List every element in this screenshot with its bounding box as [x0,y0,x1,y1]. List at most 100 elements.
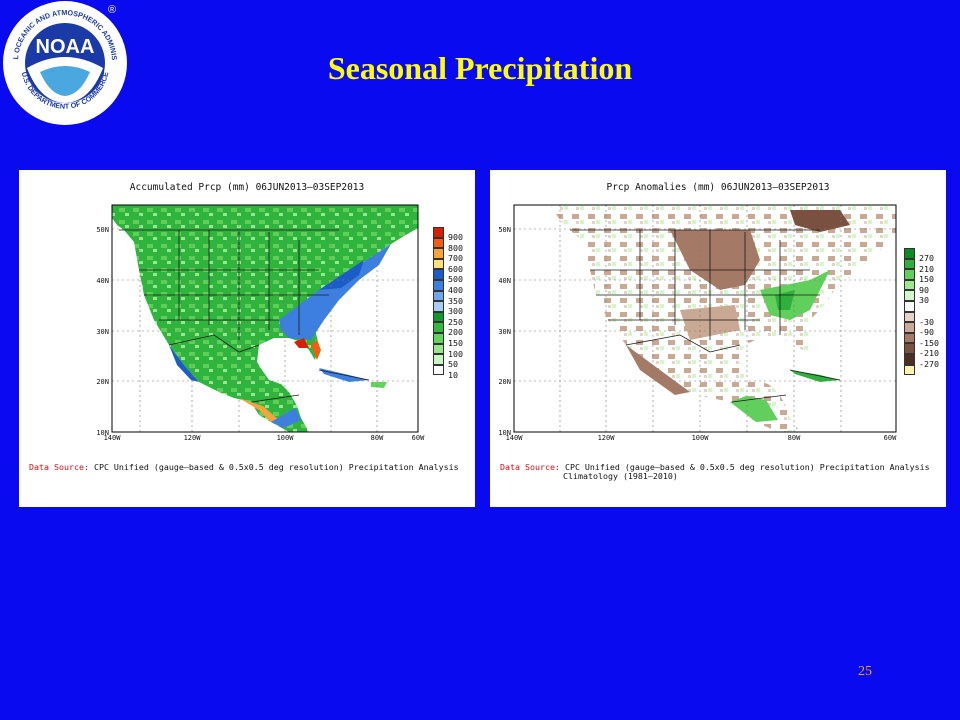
lon-label-120w: 120W [598,434,616,442]
legend-swatch [904,332,915,344]
accumulated-precip-map: 50N 40N 30N 20N 10N 140W 120W 100W 80W 6… [96,204,425,442]
precip-anomaly-map: 50N 40N 30N 20N 10N 140W 120W 100W 80W 6… [498,204,897,442]
precip-anomaly-map-panel: Prcp Anomalies (mm) 06JUN2013–03SEP2013 [490,170,946,507]
lat-label-10n: 10N [498,429,511,437]
data-source-line: Data Source: CPC Unified (gauge–based & … [29,462,459,472]
map-title: Accumulated Prcp (mm) 06JUN2013–03SEP201… [129,182,365,193]
legend-label: 250 [448,316,463,327]
climatology-line: Climatology (1981–2010) [563,471,678,481]
lon-label-80w: 80W [788,434,801,442]
legend-label: 600 [448,263,463,274]
legend-label: 800 [448,242,463,253]
legend-swatch [433,258,444,270]
registered-mark: ® [108,4,117,16]
page-number: 25 [858,664,872,679]
mexico-south-wet [239,398,279,422]
legend-swatch [433,227,444,238]
map-title: Prcp Anomalies (mm) 06JUN2013–03SEP2013 [606,182,830,193]
legend-swatch [433,279,444,291]
lat-label-40n: 40N [498,277,511,285]
legend-label: -210 [919,348,939,359]
political-boundaries [119,229,370,403]
legend-label: 210 [919,263,934,274]
legend-swatch [433,269,444,280]
legend-label: 10 [448,369,458,380]
lon-label-100w: 100W [692,434,710,442]
legend-swatch [433,354,444,365]
legend-swatch [433,248,444,259]
noaa-logo: NOAA NATIONAL OCEANIC AND ATMOSPHERIC AD… [0,0,127,125]
legend-swatch [904,269,915,280]
grid-lines [514,205,896,432]
lat-label-10n: 10N [96,429,109,437]
lon-label-80w: 80W [371,434,384,442]
lat-label-50n: 50N [96,226,109,234]
data-source-label: Data Source: [29,462,89,472]
legend-label: 400 [448,284,463,295]
central-dry-zone [670,230,760,290]
legend-swatch [904,311,915,323]
lon-label-140w: 140W [506,434,524,442]
legend-swatch [904,343,915,354]
legend-label: -150 [919,337,939,348]
legend-swatch [433,364,444,376]
central-america-wet [271,408,301,428]
legend-label: 300 [448,306,463,317]
legend-swatch [904,322,915,333]
data-source-text: CPC Unified (gauge–based & 0.5x0.5 deg r… [564,462,930,472]
legend-swatch [904,353,915,365]
legend-swatch [904,290,915,301]
mexico-dry-zone [626,345,690,395]
data-source-line: Data Source: CPC Unified (gauge–based & … [500,462,930,472]
lat-label-30n: 30N [96,328,109,336]
northeast-dry-zone [790,210,850,232]
legend-label: 200 [448,327,463,338]
legend-label: 700 [448,253,463,264]
lat-label-20n: 20N [96,378,109,386]
legend-swatch [433,237,444,249]
legend-swatch [433,301,444,312]
lon-label-60w: 60W [884,434,897,442]
legend-label: 270 [919,253,934,263]
cuba [790,370,840,382]
legend-label: -30 [919,316,934,327]
southeast-wet-zone [279,244,391,340]
legend-swatch [904,279,915,291]
legend-label: 350 [448,295,463,306]
legend-swatch [433,311,444,323]
legend-label: 500 [448,274,463,285]
legend-swatch [433,322,444,333]
land-mass [112,205,418,432]
legend-label: 90 [919,284,929,295]
accumulated-precip-map-panel: Accumulated Prcp (mm) 06JUN2013–03SEP201… [19,170,475,507]
legend-swatch [904,300,915,312]
lat-label-50n: 50N [498,226,511,234]
logo-text: NOAA [36,36,95,58]
data-source-label: Data Source: [500,462,560,472]
legend-label: -90 [919,327,934,338]
slide-title: Seasonal Precipitation [327,50,633,86]
legend-label: 100 [448,348,463,359]
legend-label: -270 [919,358,939,369]
legend-swatch [433,343,444,355]
legend-label: 900 [448,232,463,242]
lat-label-40n: 40N [96,277,109,285]
legend-label: 50 [448,359,458,370]
lon-label-120w: 120W [184,434,202,442]
hispaniola [371,382,387,388]
legend-label: 150 [919,274,934,285]
legend-swatch [433,332,444,344]
legend-label: 150 [448,337,463,348]
legend-swatch [904,258,915,270]
legend-swatch [904,248,915,259]
central-america-wet [730,396,778,422]
legend-label: 30 [919,295,929,306]
lon-label-100w: 100W [277,434,295,442]
lon-label-140w: 140W [104,434,122,442]
grid-lines [112,205,418,432]
northeast-wet-zone [319,260,364,290]
data-source-text: CPC Unified (gauge–based & 0.5x0.5 deg r… [93,462,459,472]
florida-wet-zone [311,340,321,360]
legend-swatch [433,290,444,302]
gulf-coast-red [294,338,309,348]
